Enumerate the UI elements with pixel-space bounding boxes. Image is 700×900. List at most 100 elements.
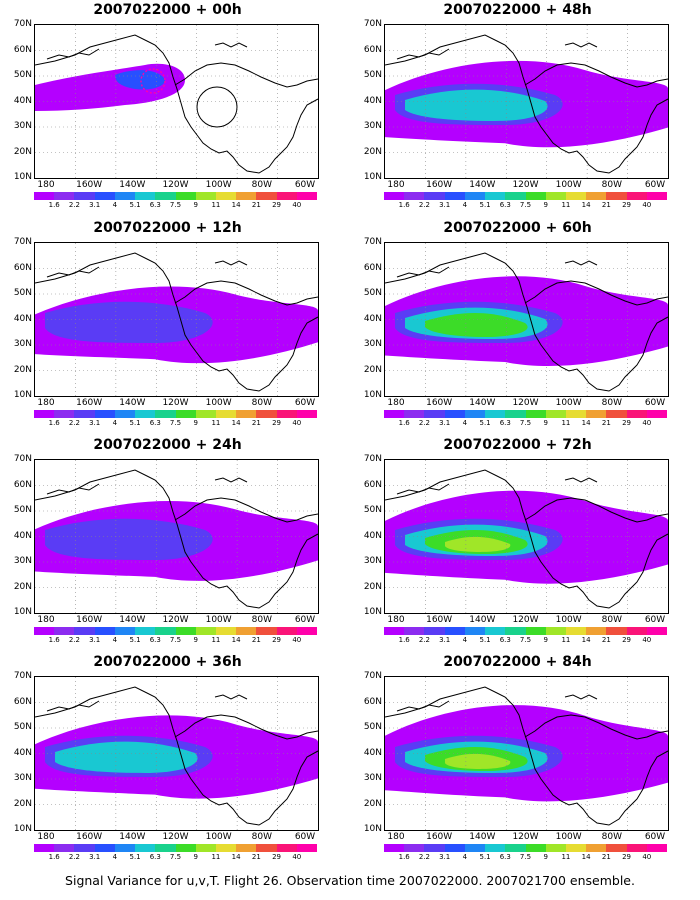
coastline (35, 252, 318, 392)
color-scale-label: 40 (292, 636, 302, 644)
color-scale-label: 9 (543, 636, 548, 644)
latitude-label: 40N (363, 95, 382, 106)
longitude-label: 160W (426, 398, 453, 408)
color-scale-swatch (424, 627, 445, 635)
coastline (35, 34, 318, 174)
longitude-label: 160W (76, 398, 103, 408)
coastline (46, 694, 248, 712)
color-scale-swatch (404, 410, 425, 418)
color-scale-swatch (236, 627, 257, 635)
color-scale-label: 3.1 (439, 201, 451, 209)
color-scale-swatch (505, 844, 526, 852)
coastline (396, 42, 598, 60)
color-scale-swatch (135, 844, 156, 852)
latitude-label: 50N (363, 505, 382, 515)
color-scale-swatch (444, 410, 465, 418)
longitude-label: 60W (644, 398, 666, 408)
longitude-label: 180 (387, 832, 405, 842)
longitude-label: 140W (119, 180, 146, 190)
color-scale-label: 7.5 (169, 201, 182, 209)
color-scale-swatch (505, 627, 526, 635)
color-scale-swatch (94, 844, 115, 852)
longitude-label: 120W (512, 615, 539, 625)
color-scale-swatch (525, 627, 546, 635)
variance-contour (405, 89, 548, 121)
latitude-label: 20N (363, 581, 382, 592)
color-scale-swatch (155, 844, 176, 852)
longitude-label: 100W (555, 615, 582, 625)
color-scale-label: 6.3 (499, 853, 511, 861)
latitude-label: 70N (363, 237, 382, 247)
color-scale-swatch (236, 192, 257, 200)
color-scale-swatch (256, 410, 277, 418)
color-scale-label: 9 (543, 201, 548, 209)
coastline (385, 469, 668, 609)
color-scale-label: 7.5 (169, 636, 182, 644)
latitude-label: 30N (363, 773, 382, 783)
color-scale-swatch (175, 192, 196, 200)
color-scale-swatch (586, 192, 607, 200)
latitude-label: 40N (13, 747, 32, 758)
latitude-label: 20N (13, 798, 32, 809)
color-scale-swatch (276, 410, 297, 418)
longitude-label: 120W (162, 615, 189, 625)
color-scale-swatch (485, 410, 506, 418)
map-panel: 2007022000 + 12h 70N 60N 50N 40N 30N 20N 10N 180… (0, 220, 335, 438)
color-scale-label: 21 (601, 201, 611, 209)
map-plot (384, 242, 669, 397)
longitude-label: 60W (294, 398, 316, 408)
map-plot (384, 459, 669, 614)
color-scale-label: 5.1 (129, 853, 141, 861)
color-scale-swatch (256, 844, 277, 852)
color-scale-swatch (54, 192, 75, 200)
color-scale (384, 410, 668, 418)
color-scale-label: 1.6 (398, 201, 410, 209)
color-scale-label: 29 (622, 636, 632, 644)
color-scale-label: 3.1 (439, 419, 451, 427)
color-scale-label: 7.5 (519, 636, 532, 644)
color-scale-swatch (276, 844, 297, 852)
map-panel: 2007022000 + 48h 70N 60N 50N 40N 30N 20N 10N 180… (350, 2, 685, 220)
figure-caption: Signal Variance for u,v,T. Flight 26. Ob… (65, 873, 635, 888)
color-scale-label: 6.3 (149, 201, 161, 209)
latitude-label: 10N (13, 390, 32, 400)
color-scale-swatch (646, 627, 668, 635)
color-scale-swatch (195, 627, 216, 635)
color-scale-label: 3.1 (439, 636, 451, 644)
longitude-label: 120W (512, 832, 539, 842)
latitude-label: 50N (363, 722, 382, 732)
color-scale-swatch (74, 844, 95, 852)
color-scale-swatch (565, 627, 587, 635)
color-scale-label: 21 (601, 419, 611, 427)
color-scale-swatch (626, 627, 647, 635)
color-scale-swatch (384, 627, 405, 635)
color-scale-label: 14 (581, 201, 591, 209)
color-scale-swatch (155, 627, 176, 635)
color-scale-swatch (296, 844, 318, 852)
longitude-label: 80W (251, 398, 272, 408)
color-scale-swatch (485, 844, 506, 852)
latitude-label: 10N (13, 824, 32, 834)
color-scale-label: 9 (543, 419, 548, 427)
latitude-label: 40N (363, 530, 382, 541)
color-scale-label: 21 (251, 419, 261, 427)
color-scale-label: 9 (193, 419, 198, 427)
longitude-label: 180 (387, 398, 405, 408)
latitude-label: 30N (363, 556, 382, 566)
longitude-label: 60W (294, 832, 316, 842)
color-scale-swatch (444, 192, 465, 200)
color-scale-swatch (215, 627, 237, 635)
longitude-label: 160W (426, 615, 453, 625)
latitude-label: 70N (363, 671, 382, 681)
color-scale-swatch (256, 627, 277, 635)
longitude-label: 160W (426, 832, 453, 842)
color-scale-label: 29 (622, 853, 632, 861)
color-scale-swatch (525, 844, 546, 852)
color-scale-label: 14 (231, 636, 241, 644)
color-scale-swatch (34, 627, 55, 635)
color-scale-label: 4 (112, 853, 118, 861)
color-scale-swatch (545, 844, 566, 852)
latitude-label: 50N (13, 722, 32, 732)
color-scale-label: 2.2 (418, 419, 430, 427)
color-scale-swatch (114, 192, 136, 200)
